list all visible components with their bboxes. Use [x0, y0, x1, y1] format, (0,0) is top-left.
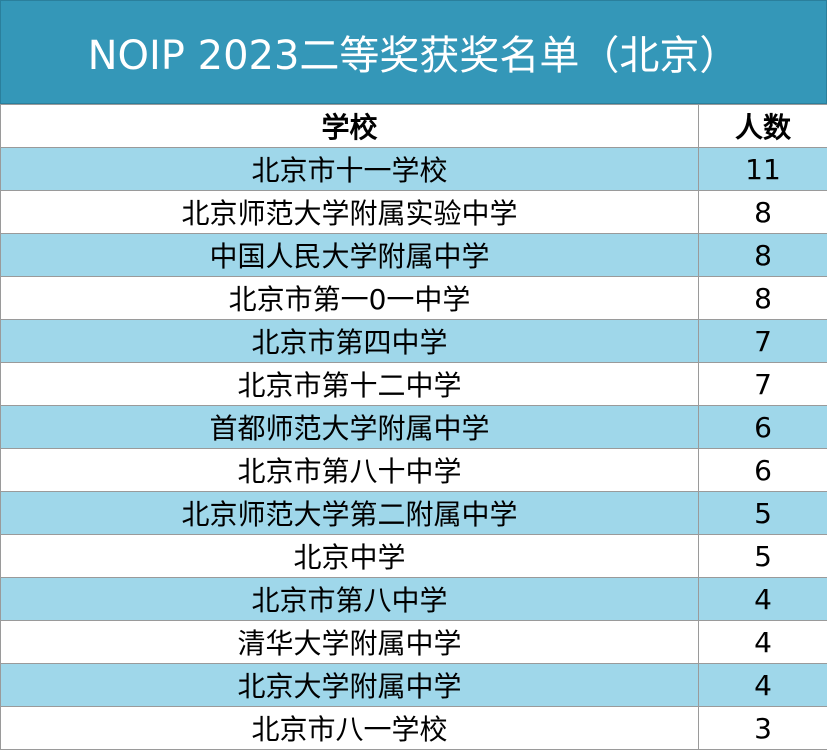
count-cell: 4: [699, 621, 827, 664]
school-cell: 北京市第四中学: [1, 320, 699, 363]
school-cell: 北京市八一学校: [1, 707, 699, 750]
count-cell: 5: [699, 492, 827, 535]
count-cell: 5: [699, 535, 827, 578]
school-cell: 首都师范大学附属中学: [1, 406, 699, 449]
count-cell: 6: [699, 449, 827, 492]
school-cell: 北京师范大学第二附属中学: [1, 492, 699, 535]
table-row: 北京市十一学校 11: [1, 148, 827, 191]
sheet-title-text: NOIP 2023二等奖获奖名单（北京）: [88, 23, 740, 81]
count-cell: 7: [699, 363, 827, 406]
count-cell: 7: [699, 320, 827, 363]
school-cell: 清华大学附属中学: [1, 621, 699, 664]
count-cell: 4: [699, 578, 827, 621]
table-row: 北京大学附属中学 4: [1, 664, 827, 707]
count-cell: 3: [699, 707, 827, 750]
school-cell: 北京市第一0一中学: [1, 277, 699, 320]
school-cell: 北京市第八中学: [1, 578, 699, 621]
school-cell: 北京中学: [1, 535, 699, 578]
count-cell: 8: [699, 191, 827, 234]
table-row: 清华大学附属中学 4: [1, 621, 827, 664]
award-table: 学校 人数 北京市十一学校 11 北京师范大学附属实验中学 8 中国人民大学附属…: [0, 104, 827, 750]
table-row: 中国人民大学附属中学 8: [1, 234, 827, 277]
count-cell: 8: [699, 277, 827, 320]
school-cell: 北京市第十二中学: [1, 363, 699, 406]
count-cell: 11: [699, 148, 827, 191]
school-cell: 中国人民大学附属中学: [1, 234, 699, 277]
table-row: 北京师范大学附属实验中学 8: [1, 191, 827, 234]
sheet-title: NOIP 2023二等奖获奖名单（北京）: [0, 0, 827, 104]
table-row: 北京市第四中学 7: [1, 320, 827, 363]
count-cell: 8: [699, 234, 827, 277]
school-cell: 北京市十一学校: [1, 148, 699, 191]
count-cell: 4: [699, 664, 827, 707]
table-row: 北京市八一学校 3: [1, 707, 827, 750]
table-row: 北京市第八中学 4: [1, 578, 827, 621]
table-row: 北京师范大学第二附属中学 5: [1, 492, 827, 535]
count-cell: 6: [699, 406, 827, 449]
table-row: 首都师范大学附属中学 6: [1, 406, 827, 449]
table-row: 北京市第一0一中学 8: [1, 277, 827, 320]
table-row: 北京市第八十中学 6: [1, 449, 827, 492]
header-school: 学校: [1, 105, 699, 148]
header-count: 人数: [699, 105, 827, 148]
header-row: 学校 人数: [1, 105, 827, 148]
table-row: 北京中学 5: [1, 535, 827, 578]
school-cell: 北京师范大学附属实验中学: [1, 191, 699, 234]
school-cell: 北京市第八十中学: [1, 449, 699, 492]
school-cell: 北京大学附属中学: [1, 664, 699, 707]
table-row: 北京市第十二中学 7: [1, 363, 827, 406]
